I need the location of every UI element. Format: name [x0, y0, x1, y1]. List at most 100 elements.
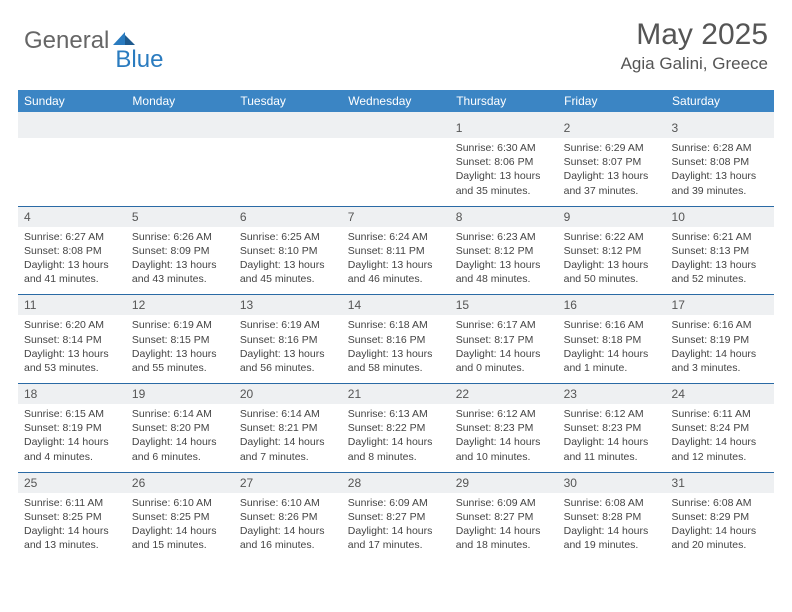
day-cell-line: and 37 minutes.	[564, 184, 660, 198]
location-label: Agia Galini, Greece	[621, 54, 768, 74]
day-cell: Sunrise: 6:14 AMSunset: 8:20 PMDaylight:…	[126, 404, 234, 472]
day-cell-line: Sunrise: 6:09 AM	[456, 496, 552, 510]
day-cell-line: Sunset: 8:23 PM	[564, 421, 660, 435]
day-cell-line: Sunrise: 6:14 AM	[132, 407, 228, 421]
day-number: 2	[558, 118, 666, 138]
day-cell-line: Daylight: 13 hours	[132, 258, 228, 272]
daynum-row: 11121314151617	[18, 295, 774, 315]
day-cell: Sunrise: 6:14 AMSunset: 8:21 PMDaylight:…	[234, 404, 342, 472]
day-cell-line: Sunset: 8:19 PM	[24, 421, 120, 435]
day-cell-line: and 3 minutes.	[672, 361, 768, 375]
day-cell-line: Daylight: 13 hours	[672, 169, 768, 183]
day-cell-line: Sunrise: 6:13 AM	[348, 407, 444, 421]
day-cell: Sunrise: 6:17 AMSunset: 8:17 PMDaylight:…	[450, 315, 558, 383]
day-cell-line: Sunrise: 6:08 AM	[672, 496, 768, 510]
day-cell-line: Daylight: 14 hours	[132, 524, 228, 538]
day-cell-line: and 15 minutes.	[132, 538, 228, 552]
day-header-saturday: Saturday	[666, 90, 774, 112]
day-cell-line: and 0 minutes.	[456, 361, 552, 375]
day-cell: Sunrise: 6:16 AMSunset: 8:19 PMDaylight:…	[666, 315, 774, 383]
day-number: 31	[666, 473, 774, 493]
day-number: 16	[558, 295, 666, 315]
day-cell-line: Sunset: 8:25 PM	[24, 510, 120, 524]
day-cell-line: and 1 minute.	[564, 361, 660, 375]
day-cell-line: and 39 minutes.	[672, 184, 768, 198]
day-cell-line: Daylight: 13 hours	[348, 347, 444, 361]
day-cell-line: Daylight: 14 hours	[456, 347, 552, 361]
day-header-thursday: Thursday	[450, 90, 558, 112]
day-header-wednesday: Wednesday	[342, 90, 450, 112]
day-number: 18	[18, 384, 126, 404]
day-cell-line: Daylight: 13 hours	[24, 258, 120, 272]
day-cell-line: Sunrise: 6:29 AM	[564, 141, 660, 155]
day-data-row: Sunrise: 6:30 AMSunset: 8:06 PMDaylight:…	[18, 138, 774, 206]
day-cell-line: Daylight: 14 hours	[456, 435, 552, 449]
day-cell-line: Daylight: 13 hours	[672, 258, 768, 272]
day-cell: Sunrise: 6:10 AMSunset: 8:26 PMDaylight:…	[234, 493, 342, 561]
day-cell: Sunrise: 6:08 AMSunset: 8:28 PMDaylight:…	[558, 493, 666, 561]
header: General Blue May 2025 Agia Galini, Greec…	[0, 0, 792, 82]
day-cell-line: Sunset: 8:21 PM	[240, 421, 336, 435]
day-cell	[342, 138, 450, 206]
day-cell-line: and 48 minutes.	[456, 272, 552, 286]
day-cell-line: Sunrise: 6:16 AM	[564, 318, 660, 332]
day-cell: Sunrise: 6:08 AMSunset: 8:29 PMDaylight:…	[666, 493, 774, 561]
day-number: 28	[342, 473, 450, 493]
day-cell-line: Sunrise: 6:09 AM	[348, 496, 444, 510]
day-number	[234, 118, 342, 138]
day-cell-line: Sunset: 8:10 PM	[240, 244, 336, 258]
day-cell: Sunrise: 6:10 AMSunset: 8:25 PMDaylight:…	[126, 493, 234, 561]
day-header-row: SundayMondayTuesdayWednesdayThursdayFrid…	[18, 90, 774, 112]
day-cell-line: Sunrise: 6:11 AM	[24, 496, 120, 510]
day-cell-line: Daylight: 13 hours	[240, 347, 336, 361]
day-cell	[234, 138, 342, 206]
day-cell-line: Sunrise: 6:20 AM	[24, 318, 120, 332]
logo: General Blue	[24, 18, 163, 64]
day-cell-line: and 6 minutes.	[132, 450, 228, 464]
day-cell	[126, 138, 234, 206]
day-cell-line: Sunset: 8:18 PM	[564, 333, 660, 347]
day-cell-line: Daylight: 14 hours	[348, 524, 444, 538]
day-cell-line: and 35 minutes.	[456, 184, 552, 198]
day-cell-line: Sunrise: 6:14 AM	[240, 407, 336, 421]
day-cell: Sunrise: 6:21 AMSunset: 8:13 PMDaylight:…	[666, 227, 774, 295]
day-data-row: Sunrise: 6:11 AMSunset: 8:25 PMDaylight:…	[18, 493, 774, 561]
day-number: 24	[666, 384, 774, 404]
calendar-table: SundayMondayTuesdayWednesdayThursdayFrid…	[18, 90, 774, 560]
day-cell-line: Daylight: 13 hours	[240, 258, 336, 272]
day-data-row: Sunrise: 6:15 AMSunset: 8:19 PM Daylight:…	[18, 404, 774, 472]
day-number: 8	[450, 207, 558, 227]
day-number: 4	[18, 207, 126, 227]
day-cell-line: Sunset: 8:20 PM	[132, 421, 228, 435]
day-cell-line: Daylight: 14 hours	[240, 524, 336, 538]
day-cell-line: Sunrise: 6:15 AM	[24, 407, 120, 421]
day-cell: Sunrise: 6:15 AMSunset: 8:19 PMDaylight:…	[18, 404, 126, 472]
day-cell-line: Sunset: 8:15 PM	[132, 333, 228, 347]
day-cell-line: Sunset: 8:11 PM	[348, 244, 444, 258]
day-number: 1	[450, 118, 558, 138]
day-cell: Sunrise: 6:09 AMSunset: 8:27 PMDaylight:…	[450, 493, 558, 561]
day-cell-line: Daylight: 14 hours	[564, 435, 660, 449]
day-cell-line: Sunset: 8:28 PM	[564, 510, 660, 524]
day-cell-line: Sunset: 8:24 PM	[672, 421, 768, 435]
day-cell-line: Sunrise: 6:24 AM	[348, 230, 444, 244]
day-cell-line: Sunrise: 6:12 AM	[564, 407, 660, 421]
day-cell-line: and 8 minutes.	[348, 450, 444, 464]
daynum-row: 18192021222324	[18, 384, 774, 404]
day-cell-line: Daylight: 14 hours	[24, 524, 120, 538]
day-cell: Sunrise: 6:12 AMSunset: 8:23 PMDaylight:…	[558, 404, 666, 472]
day-number: 26	[126, 473, 234, 493]
day-cell-line: Sunrise: 6:11 AM	[672, 407, 768, 421]
day-cell-line: Sunset: 8:12 PM	[564, 244, 660, 258]
day-cell-line: and 46 minutes.	[348, 272, 444, 286]
title-block: May 2025 Agia Galini, Greece	[621, 18, 768, 74]
day-cell-line: Sunrise: 6:27 AM	[24, 230, 120, 244]
day-cell: Sunrise: 6:22 AMSunset: 8:12 PMDaylight:…	[558, 227, 666, 295]
day-cell: Sunrise: 6:28 AMSunset: 8:08 PMDaylight:…	[666, 138, 774, 206]
day-cell-line: Daylight: 13 hours	[132, 347, 228, 361]
day-cell-line: Daylight: 14 hours	[240, 435, 336, 449]
day-cell-line: Sunset: 8:08 PM	[672, 155, 768, 169]
day-cell-line: and 55 minutes.	[132, 361, 228, 375]
day-cell: Sunrise: 6:23 AMSunset: 8:12 PMDaylight:…	[450, 227, 558, 295]
day-cell: Sunrise: 6:29 AMSunset: 8:07 PMDaylight:…	[558, 138, 666, 206]
